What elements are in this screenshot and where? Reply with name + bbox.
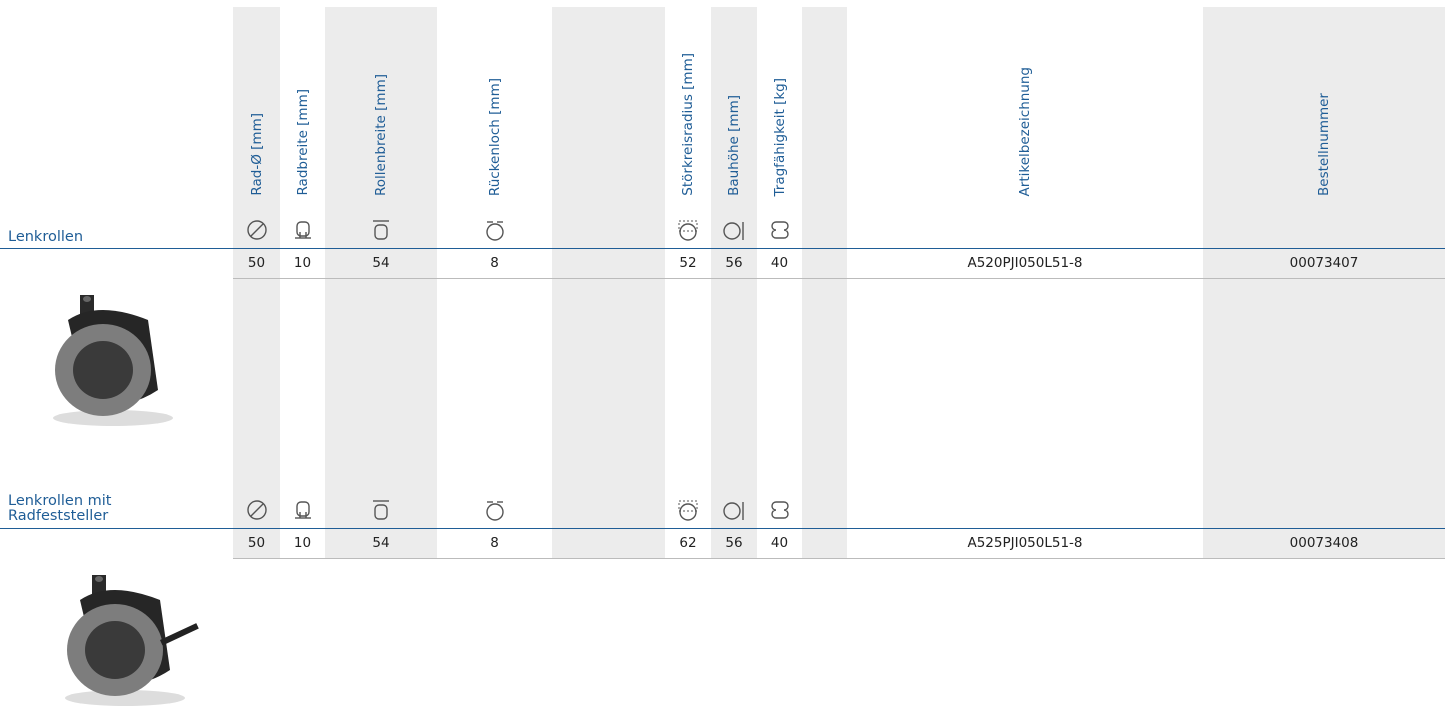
header-text: Radbreite [mm] (294, 89, 311, 196)
row-rule (233, 278, 1445, 279)
table-cell: 62 (679, 535, 697, 551)
header-text: Tragfähigkeit [kg] (771, 77, 788, 196)
column-header: Rad-Ø [mm] (233, 10, 280, 196)
column-band (325, 7, 437, 559)
column-header: Bestellnummer (1203, 10, 1445, 196)
spec-icon (678, 220, 698, 241)
column-band (711, 7, 757, 559)
spec-icon (373, 220, 389, 240)
spec-icon (770, 501, 789, 519)
table-cell: 00073407 (1289, 255, 1359, 271)
spec-icon (770, 221, 789, 239)
table-cell: 52 (679, 255, 697, 271)
column-band (552, 7, 665, 559)
header-text: Rad-Ø [mm] (248, 113, 265, 196)
column-header: Rückenloch [mm] (437, 10, 552, 196)
table-cell: 40 (770, 535, 789, 551)
header-text: Rollenbreite [mm] (373, 73, 389, 196)
spec-icon (246, 500, 267, 520)
header-text: Artikelbezeichnung (1017, 66, 1033, 196)
spec-icon (723, 222, 744, 240)
table-cell: 8 (490, 255, 499, 271)
spec-icon (485, 501, 504, 521)
column-band (233, 7, 280, 559)
table-cell: 10 (293, 255, 312, 271)
spec-icon (373, 500, 389, 520)
header-text: Rückenloch [mm] (486, 77, 503, 196)
table-cell: 50 (247, 535, 266, 551)
table-cell: A520PJI050L51-8 (967, 255, 1083, 271)
spec-icon (294, 221, 311, 239)
product-image (53, 295, 173, 426)
column-header: Radbreite [mm] (280, 10, 325, 196)
row-label: Lenkrollen (8, 205, 143, 245)
table-cell: 56 (725, 535, 743, 551)
column-header: Tragfähigkeit [kg] (757, 10, 802, 196)
column-header: Bauhöhe [mm] (711, 10, 757, 196)
spec-icon (485, 221, 504, 241)
table-cell: 54 (372, 535, 390, 551)
row-label-text: Lenkrollen (8, 229, 84, 245)
row-label-text: Lenkrollen mit Radfeststeller (8, 493, 112, 524)
table-cell: 56 (725, 255, 743, 271)
table-cell: 00073408 (1289, 535, 1359, 551)
column-header: Störkreisradius [mm] (665, 10, 711, 196)
column-band (802, 7, 847, 559)
section-rule (0, 528, 1445, 529)
spec-icon (723, 502, 744, 520)
row-rule (233, 558, 1445, 559)
product-image (65, 575, 199, 706)
column-header: Artikelbezeichnung (847, 10, 1203, 196)
header-text: Störkreisradius [mm] (680, 53, 696, 196)
table-cell: 8 (490, 535, 499, 551)
header-text: Bauhöhe [mm] (726, 95, 742, 196)
table-cell: 10 (293, 535, 312, 551)
table-cell: 40 (770, 255, 789, 271)
column-band (1203, 7, 1445, 559)
header-text: Bestellnummer (1316, 93, 1332, 196)
spec-icon (294, 501, 311, 519)
row-label: Lenkrollen mit Radfeststeller (8, 484, 143, 524)
table-cell: 54 (372, 255, 390, 271)
column-header: Rollenbreite [mm] (325, 10, 437, 196)
spec-icon (246, 220, 267, 240)
table-cell: 50 (247, 255, 266, 271)
spec-icon (678, 500, 698, 521)
section-rule (0, 248, 1445, 249)
table-cell: A525PJI050L51-8 (967, 535, 1083, 551)
